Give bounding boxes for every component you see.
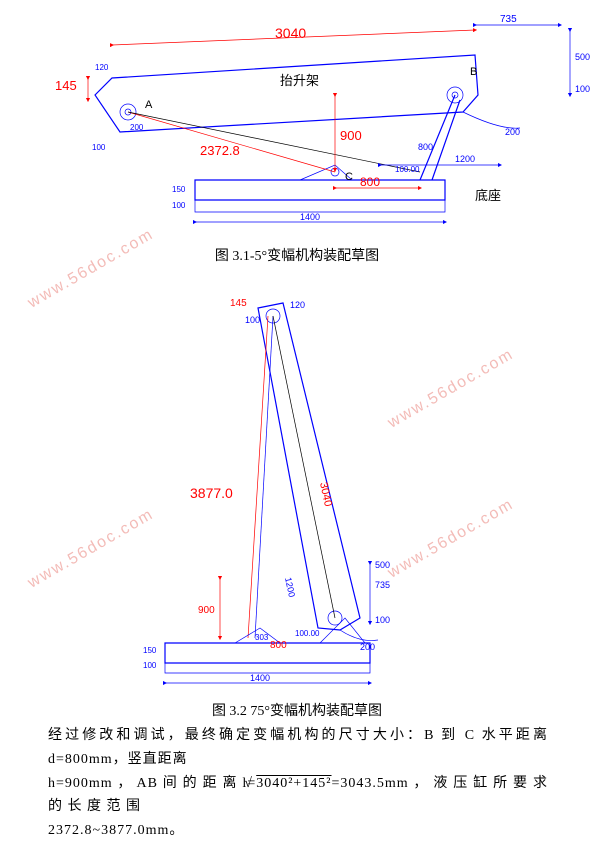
pivot-a-inner [125,109,131,115]
label-boom: 抬升架 [280,73,319,88]
dim-800b: 800 [418,142,433,152]
boom2-outline [258,303,360,630]
dim-120: 120 [95,63,109,72]
paragraph: 经过修改和调试，最终确定变幅机构的尺寸大小：B 到 C 水平距离 d=800mm… [48,724,548,843]
dim-1200: 1200 [455,154,475,164]
dim-200b: 200 [360,642,375,652]
dim-1400: 1400 [300,212,320,222]
para-line2a: h=900mm ， AB 间 的 距 离 l= [48,776,256,791]
dim-735: 735 [500,14,517,25]
dim-1200b: 1200 [283,576,297,598]
base2-lug2 [320,618,365,643]
dim-10000: 100.00 [395,165,420,174]
dim-100bb: 100 [143,661,157,670]
para-line3: 2372.8~3877.0mm。 [48,823,184,838]
figure-2-svg: 3877.0 3040 145 120 100 735 500 100 1200… [0,278,594,698]
black-diag [128,112,420,172]
dim-100rb: 100 [375,615,390,625]
base-foot [195,200,445,212]
label-a: A [145,99,153,111]
dim-200l: 200 [130,123,144,132]
pivot-a-icon [120,104,136,120]
base2-outline [165,643,370,663]
dim-500b: 500 [375,560,390,570]
figure-1-container: 3040 735 500 100 145 120 100 200 2372.8 … [0,0,594,245]
dim-500: 500 [575,52,590,62]
label-base: 底座 [475,188,501,203]
label-b: B [470,66,477,78]
dim-145b: 145 [230,298,247,309]
dim-150b: 150 [143,646,157,655]
dim-10000b: 100.00 [295,629,320,638]
dim-100r: 100 [575,84,590,94]
figure-1-svg: 3040 735 500 100 145 120 100 200 2372.8 … [0,0,594,240]
dim-900: 900 [340,128,362,143]
figure-2-caption: 图 3.2 75°变幅机构装配草图 [0,700,594,720]
para-line1: 经过修改和调试，最终确定变幅机构的尺寸大小：B 到 C 水平距离 d=800mm… [48,728,548,767]
dim-3040b: 3040 [317,481,334,507]
figure-2-container: 3877.0 3040 145 120 100 735 500 100 1200… [0,278,594,703]
figure-1-caption: 图 3.1-5°变幅机构装配草图 [0,245,594,265]
para-radical: 3040²+145² [256,776,331,791]
dim-100b: 100 [172,201,186,210]
dim-2372: 2372.8 [200,143,240,158]
boom-outline [95,55,478,132]
leader-200 [463,112,520,128]
dim-100l: 100 [92,143,106,152]
dim-1400b: 1400 [250,673,270,683]
dim-120b: 120 [290,300,305,310]
dim-3040: 3040 [275,25,306,41]
dim-303: 303 [255,633,269,642]
dim-150: 150 [172,185,186,194]
base-outline [195,180,445,200]
dim-100t: 100 [245,315,260,325]
dim-735b: 735 [375,580,390,590]
dim-900b: 900 [198,605,215,616]
dim-800: 800 [360,175,380,189]
base2-foot [165,663,370,673]
dim-145: 145 [55,78,77,93]
label-c: C [345,171,353,183]
dim-3877: 3877.0 [190,485,233,501]
dim-200r: 200 [505,127,520,137]
strut-line [420,95,455,180]
dim-800b2: 800 [270,640,287,651]
diag2-black [273,316,335,618]
